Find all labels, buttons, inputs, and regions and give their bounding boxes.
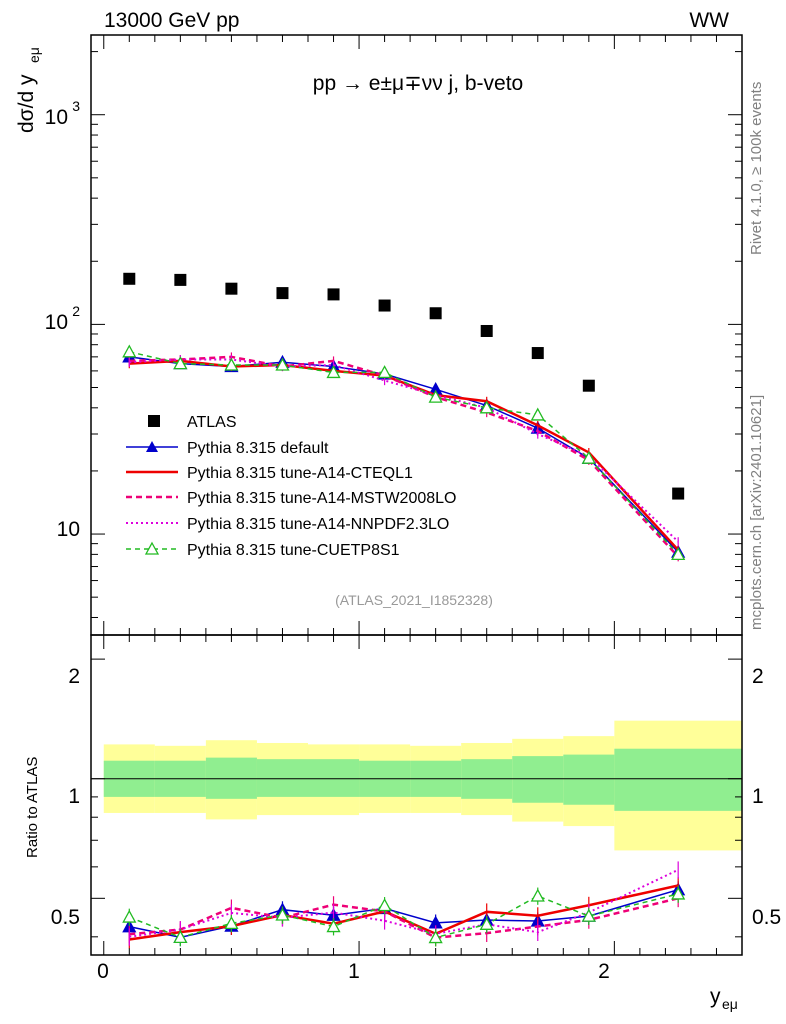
ratio-marker-cuetp8s1-2 bbox=[224, 916, 239, 930]
ytick-label-10: 10 bbox=[57, 518, 80, 541]
ratio-line-cteql1 bbox=[129, 884, 679, 941]
legend-marker-cuetp8s1 bbox=[144, 541, 160, 555]
ratio-marker-cuetp8s1-5 bbox=[377, 898, 392, 912]
ratio-ytick-left-0.5: 0.5 bbox=[51, 906, 80, 929]
legend-marker-atlas bbox=[148, 415, 160, 427]
legend-entry-mstw: Pythia 8.315 tune-A14-MSTW2008LO bbox=[126, 490, 456, 507]
atlas-point-3 bbox=[276, 287, 289, 300]
atlas-point-2 bbox=[225, 282, 238, 295]
ratio-line-default bbox=[129, 888, 679, 939]
marker-cuetp8s1-6 bbox=[428, 389, 443, 403]
marker-cuetp8s1-3 bbox=[275, 357, 290, 371]
process-tag: WW bbox=[689, 9, 729, 32]
ratio-ytick-right-1: 1 bbox=[752, 785, 764, 808]
marker-cuetp8s1-1 bbox=[173, 356, 188, 370]
analysis-id: (ATLAS_2021_I1852328) bbox=[335, 592, 493, 608]
ratio-marker-cuetp8s1-7 bbox=[479, 916, 494, 930]
atlas-point-6 bbox=[429, 307, 442, 320]
top-ylabel-sub: eμ bbox=[26, 47, 42, 63]
series-line-mstw bbox=[129, 355, 680, 558]
ratio-uncertainty-bands bbox=[103, 720, 742, 851]
energy-label: 13000 GeV pp bbox=[104, 9, 239, 32]
ratio-marker-cuetp8s1-3 bbox=[275, 907, 290, 921]
legend-label-cuetp8s1: Pythia 8.315 tune-CUETP8S1 bbox=[187, 542, 400, 559]
ratio-marker-cuetp8s1-6 bbox=[428, 930, 443, 944]
ratio-marker-cuetp8s1-1 bbox=[173, 929, 188, 944]
marker-cuetp8s1-10 bbox=[671, 547, 686, 561]
legend-label-atlas: ATLAS bbox=[187, 414, 237, 431]
band-inner-bin-3 bbox=[256, 759, 308, 797]
legend: ATLAS Pythia 8.315 default Pythia 8.315 … bbox=[126, 414, 456, 559]
top-ylabel-main: dσ/d y bbox=[15, 74, 38, 133]
band-inner-bin-8 bbox=[512, 756, 564, 803]
legend-entry-cuetp8s1: Pythia 8.315 tune-CUETP8S1 bbox=[126, 541, 400, 559]
ratio-marker-cuetp8s1-9 bbox=[581, 908, 596, 922]
xtick-label-1: 1 bbox=[348, 960, 360, 983]
ytick-label-100: 10 bbox=[45, 311, 68, 334]
atlas-point-0 bbox=[123, 272, 136, 285]
xlabel-main: y bbox=[710, 985, 721, 1008]
ratio-line-cuetp8s1 bbox=[129, 893, 679, 939]
band-inner-bin-4 bbox=[308, 759, 360, 797]
marker-cuetp8s1-2 bbox=[224, 357, 239, 371]
atlas-point-5 bbox=[378, 299, 391, 312]
legend-entry-atlas: ATLAS bbox=[148, 414, 237, 431]
marker-cuetp8s1-5 bbox=[377, 365, 392, 379]
process-title: pp → e±μ∓νν j, b-veto bbox=[313, 72, 523, 95]
ytick-exp-1000: 3 bbox=[72, 98, 80, 114]
ratio-marker-cuetp8s1-0 bbox=[122, 909, 137, 923]
xtick-label-0: 0 bbox=[97, 960, 109, 983]
ratio-ytick-right-0.5: 0.5 bbox=[752, 906, 781, 929]
atlas-data-points bbox=[123, 272, 685, 500]
marker-cuetp8s1-0 bbox=[122, 344, 137, 358]
x-axis-title: y eμ bbox=[710, 985, 738, 1012]
ratio-y-axis-title: Ratio to ATLAS bbox=[24, 757, 41, 858]
rivet-version-label: Rivet 4.1.0, ≥ 100k events bbox=[748, 82, 765, 255]
xlabel-sub: eμ bbox=[722, 996, 738, 1012]
marker-cuetp8s1-7 bbox=[479, 400, 494, 414]
ratio-marker-cuetp8s1-8 bbox=[530, 888, 545, 902]
atlas-point-7 bbox=[480, 324, 493, 337]
x-tick-labels: 0 1 2 bbox=[97, 960, 610, 983]
marker-cuetp8s1-9 bbox=[581, 450, 596, 464]
series-line-nnpdf bbox=[129, 358, 679, 543]
ratio-marker-cuetp8s1-4 bbox=[326, 919, 341, 933]
legend-label-nnpdf: Pythia 8.315 tune-A14-NNPDF2.3LO bbox=[187, 516, 449, 533]
top-panel-series bbox=[122, 344, 686, 562]
legend-marker-default bbox=[146, 441, 158, 452]
ytick-exp-100: 2 bbox=[72, 303, 80, 319]
legend-entry-nnpdf: Pythia 8.315 tune-A14-NNPDF2.3LO bbox=[126, 516, 449, 533]
ratio-ytick-left-1: 1 bbox=[68, 785, 80, 808]
ratio-marker-cuetp8s1-10 bbox=[671, 886, 686, 900]
legend-label-default: Pythia 8.315 default bbox=[187, 440, 329, 457]
ytick-label-1000: 10 bbox=[45, 106, 68, 129]
atlas-point-10 bbox=[672, 487, 685, 500]
band-inner-bin-10 bbox=[614, 748, 742, 811]
mcplots-label: mcplots.cern.ch [arXiv:2401.10621] bbox=[748, 395, 765, 630]
top-y-tick-labels: 10 10 2 10 3 bbox=[45, 98, 81, 541]
marker-cuetp8s1-8 bbox=[530, 407, 545, 421]
atlas-point-8 bbox=[531, 347, 544, 360]
xtick-label-2: 2 bbox=[598, 960, 610, 983]
legend-label-cteql1: Pythia 8.315 tune-A14-CTEQL1 bbox=[187, 465, 413, 482]
legend-entry-cteql1: Pythia 8.315 tune-A14-CTEQL1 bbox=[126, 465, 413, 482]
marker-cuetp8s1-4 bbox=[326, 365, 341, 379]
ratio-panel-frame bbox=[90, 634, 743, 956]
atlas-point-9 bbox=[582, 379, 595, 392]
atlas-point-4 bbox=[327, 288, 340, 301]
ratio-ytick-left-2: 2 bbox=[68, 665, 80, 688]
ratio-panel-series bbox=[122, 861, 686, 949]
band-inner-bin-9 bbox=[563, 754, 615, 805]
atlas-point-1 bbox=[174, 273, 187, 286]
legend-label-mstw: Pythia 8.315 tune-A14-MSTW2008LO bbox=[187, 490, 456, 507]
ratio-y-tick-labels: 0.5 1 2 0.5 1 2 bbox=[51, 665, 781, 929]
ratio-ytick-right-2: 2 bbox=[752, 665, 764, 688]
legend-entry-default: Pythia 8.315 default bbox=[126, 440, 329, 457]
top-panel-ticks bbox=[91, 35, 743, 955]
top-y-axis-title: dσ/d y eμ bbox=[15, 47, 42, 133]
